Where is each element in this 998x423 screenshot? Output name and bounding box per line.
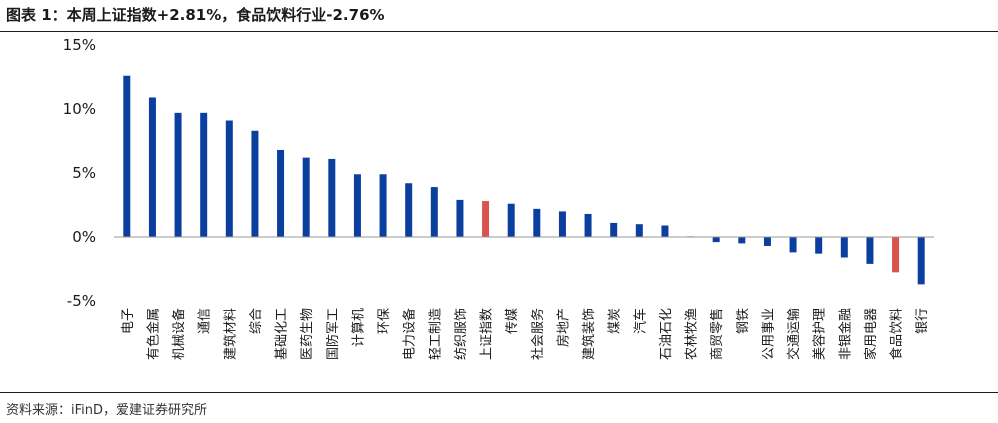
x-tick-label: 国防军工	[325, 308, 341, 360]
x-tick-label: 轻工制造	[428, 308, 443, 360]
x-tick-label: 有色金属	[145, 308, 161, 360]
bar	[533, 208, 541, 237]
x-tick-label: 医药生物	[300, 308, 315, 360]
x-tick-label: 传媒	[505, 308, 520, 334]
y-tick-label: -5%	[67, 292, 96, 310]
bar	[763, 237, 771, 246]
bar	[302, 157, 310, 237]
bar	[892, 237, 900, 273]
x-tick-label: 电力设备	[402, 308, 418, 360]
bar	[738, 237, 746, 244]
bar	[200, 112, 208, 237]
x-tick-label: 通信	[198, 308, 213, 334]
source-note: 资料来源：iFinD，爱建证券研究所	[6, 403, 208, 418]
x-tick-label: 房地产	[555, 308, 571, 347]
x-tick-label: 综合	[249, 308, 264, 334]
x-tick-label: 商贸零售	[709, 308, 725, 360]
x-tick-label: 食品饮料	[889, 308, 905, 360]
top-rule	[0, 31, 998, 32]
x-tick-label: 环保	[377, 308, 392, 334]
x-tick-label: 纺织服饰	[454, 308, 469, 360]
x-tick-label: 基础化工	[275, 308, 290, 360]
bar	[148, 97, 156, 237]
bar	[328, 158, 336, 237]
x-tick-label: 上证指数	[480, 308, 495, 360]
bar	[712, 237, 720, 243]
bottom-rule	[0, 392, 998, 393]
bar	[815, 237, 823, 254]
bar	[661, 225, 669, 237]
y-tick-label: 0%	[72, 228, 96, 246]
x-tick-label: 银行	[915, 308, 930, 334]
bar	[866, 237, 874, 264]
bars-group	[123, 75, 925, 285]
bar	[917, 237, 925, 285]
x-tick-label: 机械设备	[171, 308, 187, 360]
y-tick-label: 15%	[63, 36, 96, 54]
bar	[507, 203, 515, 237]
bar	[277, 149, 285, 237]
bar	[456, 199, 464, 237]
x-tick-label: 计算机	[351, 308, 366, 347]
bar	[430, 187, 438, 237]
bar	[584, 213, 592, 237]
x-tick-label: 钢铁	[736, 308, 751, 334]
x-tick-label: 电子	[121, 308, 136, 334]
bar	[482, 201, 490, 237]
bar	[610, 222, 618, 237]
bar-chart: -5% 0% 5% 10% 15% 电子 有色金属 机械设备 通信 建筑材料 综合 基础化工 医药生物…	[63, 36, 934, 360]
x-tick-label: 公用事业	[761, 308, 776, 360]
figure-title: 图表 1：本周上证指数+2.81%，食品饮料行业-2.76%	[6, 6, 385, 24]
x-tick-label: 建筑装饰	[581, 308, 597, 360]
x-tick-label: 汽车	[632, 308, 648, 334]
bar	[123, 75, 131, 237]
bar	[789, 237, 797, 253]
x-tick-label: 美容护理	[812, 308, 828, 360]
bar	[840, 237, 848, 258]
x-tick-label: 社会服务	[530, 308, 546, 360]
y-axis-ticks: -5% 0% 5% 10% 15%	[63, 36, 96, 310]
bar	[558, 211, 566, 237]
bar	[174, 112, 182, 237]
x-tick-label: 煤炭	[608, 308, 623, 334]
x-tick-label: 农林牧渔	[685, 308, 700, 360]
y-tick-label: 10%	[63, 100, 96, 118]
x-tick-label: 建筑材料	[222, 308, 238, 360]
bar	[251, 130, 259, 237]
x-tick-label: 家用电器	[863, 308, 879, 360]
x-tick-label: 石油石化	[659, 308, 674, 360]
bar	[353, 174, 361, 237]
x-tick-label: 交通运输	[786, 308, 802, 360]
bar	[225, 120, 233, 237]
bar	[379, 174, 387, 237]
x-tick-label: 非银金融	[837, 308, 853, 360]
x-axis-ticks: 电子 有色金属 机械设备 通信 建筑材料 综合 基础化工 医药生物 国防军工 计算机 环保 电力设备轻…	[121, 308, 930, 360]
y-tick-label: 5%	[72, 164, 96, 182]
bar	[635, 224, 643, 237]
bar	[405, 183, 413, 237]
